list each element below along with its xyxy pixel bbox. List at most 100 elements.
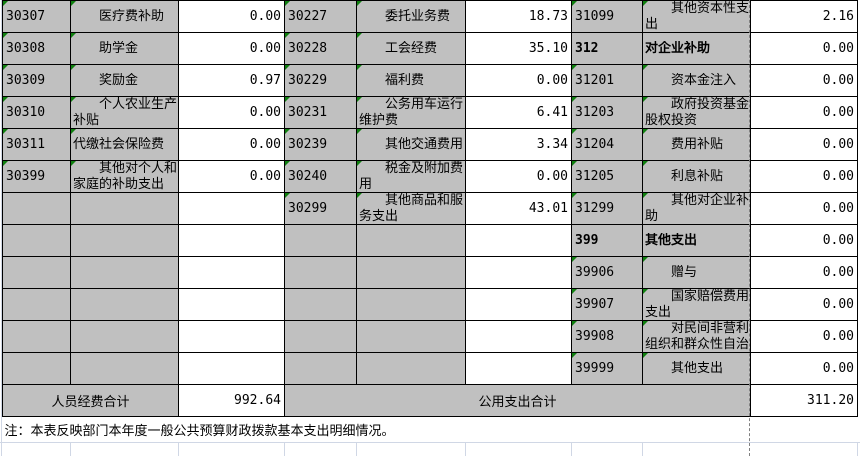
- amount-cell[interactable]: [465, 224, 572, 257]
- amount-cell[interactable]: 0.97: [178, 64, 285, 97]
- name-cell[interactable]: [70, 256, 179, 289]
- code-cell[interactable]: [284, 288, 357, 321]
- code-cell[interactable]: 312: [571, 32, 643, 65]
- code-cell[interactable]: 30240: [284, 160, 357, 193]
- code-cell[interactable]: 30399: [2, 160, 71, 193]
- amount-cell[interactable]: [178, 320, 285, 353]
- amount-cell[interactable]: 0.00: [750, 64, 858, 97]
- code-cell[interactable]: 30308: [2, 32, 71, 65]
- amount-cell[interactable]: 0.00: [465, 64, 572, 97]
- name-cell[interactable]: [70, 352, 179, 385]
- code-cell[interactable]: [2, 288, 71, 321]
- name-cell[interactable]: 国家赔偿费用支出: [642, 288, 751, 321]
- amount-cell[interactable]: 35.10: [465, 32, 572, 65]
- name-cell[interactable]: 其他交通费用: [356, 128, 466, 161]
- code-cell[interactable]: [284, 320, 357, 353]
- personnel-total-label[interactable]: 人员经费合计: [2, 384, 179, 417]
- amount-cell[interactable]: [178, 192, 285, 225]
- code-cell[interactable]: 30229: [284, 64, 357, 97]
- code-cell[interactable]: 31299: [571, 192, 643, 225]
- code-cell[interactable]: 39907: [571, 288, 643, 321]
- name-cell[interactable]: 工会经费: [356, 32, 466, 65]
- amount-cell[interactable]: 0.00: [750, 288, 858, 321]
- amount-cell[interactable]: 18.73: [465, 0, 572, 33]
- code-cell[interactable]: 39999: [571, 352, 643, 385]
- amount-cell[interactable]: [465, 288, 572, 321]
- name-cell[interactable]: 医疗费补助: [70, 0, 179, 33]
- amount-cell[interactable]: 0.00: [750, 192, 858, 225]
- name-cell[interactable]: 其他商品和服务支出: [356, 192, 466, 225]
- code-cell[interactable]: 31203: [571, 96, 643, 129]
- public-total-value[interactable]: 311.20: [750, 384, 858, 417]
- name-cell[interactable]: [70, 288, 179, 321]
- code-cell[interactable]: 30309: [2, 64, 71, 97]
- name-cell[interactable]: 费用补贴: [642, 128, 751, 161]
- table-note[interactable]: 注：本表反映部门本年度一般公共预算财政拨款基本支出明细情况。: [2, 416, 858, 442]
- code-cell[interactable]: 31201: [571, 64, 643, 97]
- name-cell[interactable]: 助学金: [70, 32, 179, 65]
- code-cell[interactable]: [2, 224, 71, 257]
- amount-cell[interactable]: 0.00: [178, 128, 285, 161]
- code-cell[interactable]: [2, 352, 71, 385]
- amount-cell[interactable]: [178, 288, 285, 321]
- code-cell[interactable]: 30227: [284, 0, 357, 33]
- code-cell[interactable]: [284, 352, 357, 385]
- code-cell[interactable]: 30239: [284, 128, 357, 161]
- name-cell[interactable]: 政府投资基金股权投资: [642, 96, 751, 129]
- name-cell[interactable]: 赠与: [642, 256, 751, 289]
- amount-cell[interactable]: [465, 256, 572, 289]
- name-cell[interactable]: [70, 192, 179, 225]
- name-cell[interactable]: [356, 224, 466, 257]
- amount-cell[interactable]: [465, 320, 572, 353]
- code-cell[interactable]: 30228: [284, 32, 357, 65]
- code-cell[interactable]: [284, 224, 357, 257]
- name-cell[interactable]: [356, 352, 466, 385]
- code-cell[interactable]: [284, 256, 357, 289]
- amount-cell[interactable]: 0.00: [178, 160, 285, 193]
- code-cell[interactable]: [2, 320, 71, 353]
- amount-cell[interactable]: 6.41: [465, 96, 572, 129]
- name-cell[interactable]: 利息补贴: [642, 160, 751, 193]
- amount-cell[interactable]: 0.00: [750, 352, 858, 385]
- name-cell[interactable]: 其他支出: [642, 352, 751, 385]
- amount-cell[interactable]: 0.00: [750, 256, 858, 289]
- name-cell[interactable]: 对企业补助: [642, 32, 751, 65]
- code-cell[interactable]: 31204: [571, 128, 643, 161]
- amount-cell[interactable]: 0.00: [178, 32, 285, 65]
- name-cell[interactable]: [356, 256, 466, 289]
- amount-cell[interactable]: 0.00: [750, 320, 858, 353]
- code-cell[interactable]: 39908: [571, 320, 643, 353]
- name-cell[interactable]: 个人农业生产补贴: [70, 96, 179, 129]
- amount-cell[interactable]: [465, 352, 572, 385]
- name-cell[interactable]: 税金及附加费用: [356, 160, 466, 193]
- code-cell[interactable]: 31099: [571, 0, 643, 33]
- amount-cell[interactable]: 0.00: [750, 32, 858, 65]
- amount-cell[interactable]: 0.00: [465, 160, 572, 193]
- code-cell[interactable]: [2, 192, 71, 225]
- name-cell[interactable]: 委托业务费: [356, 0, 466, 33]
- public-total-label[interactable]: 公用支出合计: [284, 384, 751, 417]
- amount-cell[interactable]: [178, 352, 285, 385]
- amount-cell[interactable]: 0.00: [750, 224, 858, 257]
- code-cell[interactable]: 39906: [571, 256, 643, 289]
- code-cell[interactable]: 31205: [571, 160, 643, 193]
- name-cell[interactable]: 对民间非营利组织和群众性自治组织补贴: [642, 320, 751, 353]
- amount-cell[interactable]: [178, 256, 285, 289]
- name-cell[interactable]: 奖励金: [70, 64, 179, 97]
- amount-cell[interactable]: 0.00: [750, 160, 858, 193]
- amount-cell[interactable]: 0.00: [750, 96, 858, 129]
- amount-cell[interactable]: 2.16: [750, 0, 858, 33]
- name-cell[interactable]: [70, 320, 179, 353]
- amount-cell[interactable]: 0.00: [178, 96, 285, 129]
- amount-cell[interactable]: 0.00: [178, 0, 285, 33]
- name-cell[interactable]: [356, 288, 466, 321]
- name-cell[interactable]: 公务用车运行维护费: [356, 96, 466, 129]
- name-cell[interactable]: 其他对个人和家庭的补助支出: [70, 160, 179, 193]
- name-cell[interactable]: 其他支出: [642, 224, 751, 257]
- code-cell[interactable]: 30231: [284, 96, 357, 129]
- code-cell[interactable]: [2, 256, 71, 289]
- personnel-total-value[interactable]: 992.64: [178, 384, 285, 417]
- amount-cell[interactable]: 3.34: [465, 128, 572, 161]
- name-cell[interactable]: 福利费: [356, 64, 466, 97]
- name-cell[interactable]: 资本金注入: [642, 64, 751, 97]
